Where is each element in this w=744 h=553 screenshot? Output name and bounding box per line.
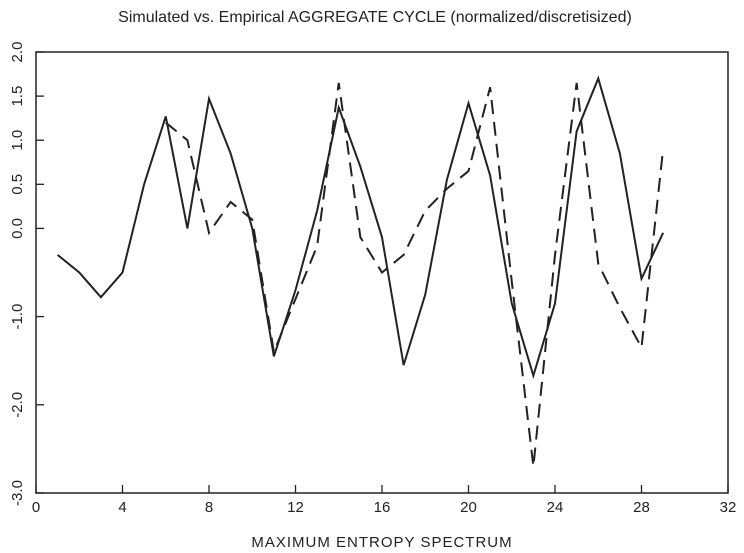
x-tick-label: 24 xyxy=(547,499,564,516)
x-tick-label: 0 xyxy=(32,499,40,516)
y-tick-label: -1.0 xyxy=(9,304,26,330)
y-tick-label: 0.5 xyxy=(9,174,26,195)
y-tick-label: -2.0 xyxy=(9,392,26,418)
x-axis-label: MAXIMUM ENTROPY SPECTRUM xyxy=(251,534,512,551)
y-tick-label: 1.5 xyxy=(9,86,26,107)
series-line xyxy=(56,75,665,380)
x-tick-label: 8 xyxy=(205,499,213,516)
x-tick-label: 4 xyxy=(118,499,126,516)
chart-title: Simulated vs. Empirical AGGREGATE CYCLE … xyxy=(118,9,632,26)
y-tick-label: 1.0 xyxy=(9,130,26,151)
series-line xyxy=(165,82,665,467)
y-tick-label: 2.0 xyxy=(9,42,26,63)
y-tick-label: -3.0 xyxy=(9,480,26,506)
x-tick-label: 20 xyxy=(460,499,477,516)
x-tick-label: 32 xyxy=(720,499,737,516)
x-tick-label: 28 xyxy=(633,499,650,516)
x-tick-label: 16 xyxy=(374,499,391,516)
y-tick-label: 0.0 xyxy=(9,218,26,239)
x-tick-label: 12 xyxy=(287,499,304,516)
